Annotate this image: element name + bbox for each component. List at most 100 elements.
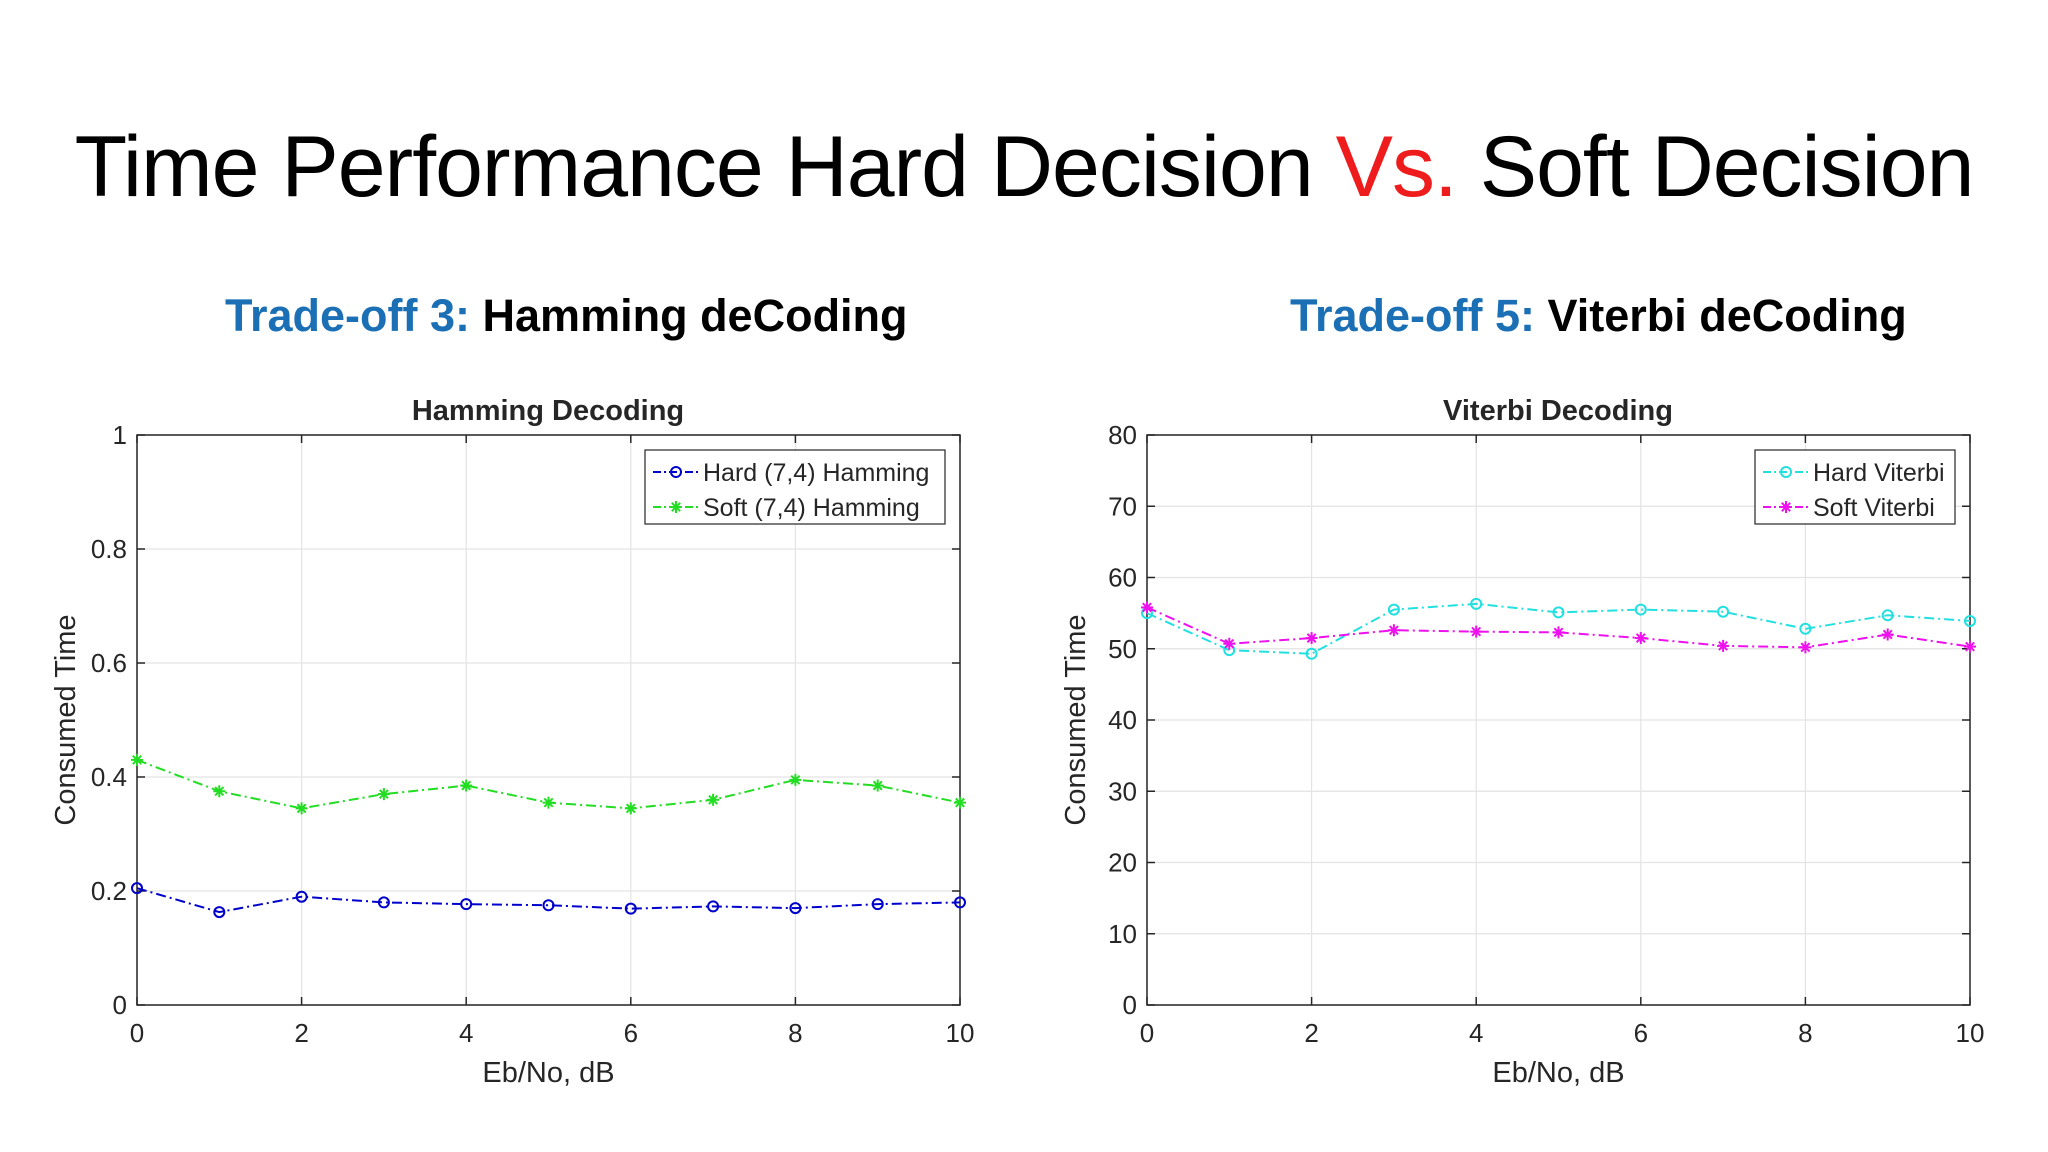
hamming-y-tick-label: 0.2 [91, 876, 127, 906]
hamming-legend [644, 449, 946, 525]
viterbi-series-1-line [1146, 606, 1971, 649]
hamming-x-axis-label: Eb/No, dB [482, 1057, 614, 1089]
viterbi-series-0-point [1964, 614, 1976, 627]
hamming-series-1-point [624, 802, 637, 815]
hamming-series-0-point [871, 898, 884, 911]
slide-title-part2: Soft Decision [1456, 119, 1975, 215]
viterbi-y-tick-label: 20 [1108, 848, 1137, 878]
viterbi-x-tick-label: 0 [1140, 1018, 1154, 1048]
viterbi-series-1-point [1799, 641, 1812, 654]
subtitle-viterbi: Trade-off 5: Viterbi deCoding [1290, 290, 1907, 342]
viterbi-series-1-point [1305, 632, 1318, 645]
hamming-x-tick-label: 0 [130, 1018, 144, 1048]
hamming-series-1-point [789, 773, 802, 786]
hamming-x-tick-label: 6 [624, 1018, 638, 1048]
viterbi-series-1-point [1552, 626, 1565, 639]
viterbi-legend [1754, 449, 1956, 525]
hamming-y-axis-label: Consumed Time [50, 614, 82, 825]
hamming-series-1-point [295, 802, 308, 815]
hamming-legend-marker [670, 501, 682, 513]
hamming-x-tick-label: 10 [946, 1018, 975, 1048]
hamming-series-1-point [707, 793, 720, 806]
viterbi-y-tick-label: 0 [1123, 990, 1137, 1020]
hamming-series-0-point [295, 890, 308, 903]
hamming-series-0-point [542, 899, 555, 912]
hamming-legend-label: Soft (7,4) Hamming [703, 494, 920, 522]
hamming-y-tick-label: 0.8 [91, 534, 127, 564]
viterbi-x-tick-label: 6 [1634, 1018, 1648, 1048]
viterbi-series-0-line [1146, 602, 1971, 655]
hamming-series-0-point [954, 896, 966, 909]
slide-title-part1: Time Performance Hard Decision [74, 119, 1336, 215]
viterbi-series-1-point [1881, 628, 1894, 641]
viterbi-legend-label: Hard Viterbi [1813, 459, 1945, 487]
hamming-series-1-point [377, 788, 390, 801]
viterbi-legend-label: Soft Viterbi [1813, 494, 1935, 522]
hamming-axes-box [136, 434, 961, 1006]
viterbi-y-tick-label: 50 [1108, 634, 1137, 664]
hamming-series-0-point [131, 882, 143, 895]
hamming-series-0-point [213, 906, 226, 919]
viterbi-series-1-point [1634, 632, 1647, 645]
hamming-series-1-point [954, 796, 966, 809]
hamming-x-tick-label: 2 [294, 1018, 308, 1048]
hamming-y-tick-label: 0.4 [91, 762, 127, 792]
viterbi-series-0-point [1799, 622, 1812, 635]
viterbi-series-1-point [1470, 625, 1483, 638]
viterbi-y-tick-label: 10 [1108, 919, 1137, 949]
viterbi-y-tick-label: 80 [1108, 420, 1137, 450]
hamming-series-0-point [707, 900, 720, 913]
viterbi-series-0-point [1470, 597, 1483, 610]
viterbi-series-1-point [1223, 637, 1236, 650]
hamming-decoding-chart: 0 2 4 6 8 10 0 0.2 0.4 0.6 0.8 1 Hamming Decoding Eb/… [50, 395, 1985, 1089]
subtitle-hamming-lead: Trade-off 3: [225, 290, 471, 341]
subtitle-viterbi-rest: Viterbi deCoding [1535, 290, 1907, 341]
viterbi-x-axis-label: Eb/No, dB [1492, 1057, 1624, 1089]
viterbi-x-tick-label: 10 [1956, 1018, 1985, 1048]
hamming-series-0-point [377, 896, 390, 909]
hamming-series-0-point [460, 898, 473, 911]
subtitle-hamming: Trade-off 3: Hamming deCoding [225, 290, 908, 342]
viterbi-y-tick-label: 60 [1108, 563, 1137, 593]
viterbi-x-tick-label: 2 [1304, 1018, 1318, 1048]
hamming-legend-label: Hard (7,4) Hamming [703, 459, 929, 487]
hamming-chart-title: Hamming Decoding [412, 395, 684, 427]
viterbi-y-tick-label: 70 [1108, 491, 1137, 521]
hamming-series-0-point [624, 902, 637, 915]
viterbi-y-axis-label: Consumed Time [1060, 614, 1092, 825]
viterbi-series-0-point [1634, 603, 1647, 616]
hamming-legend-marker [670, 466, 682, 478]
viterbi-y-tick-label: 40 [1108, 705, 1137, 735]
viterbi-chart-title: Viterbi Decoding [1443, 395, 1673, 427]
slide-title: Time Performance Hard Decision Vs. Soft … [0, 118, 2048, 217]
viterbi-series-0-point [1717, 605, 1730, 618]
hamming-series-0-point [789, 902, 802, 915]
hamming-y-tick-label: 0.6 [91, 648, 127, 678]
hamming-series-1-point [213, 785, 226, 798]
hamming-series-1-point [460, 779, 473, 792]
hamming-x-tick-label: 4 [459, 1018, 473, 1048]
viterbi-series-1-point [1717, 639, 1730, 652]
viterbi-series-0-point [1881, 609, 1894, 622]
viterbi-x-tick-label: 8 [1798, 1018, 1812, 1048]
hamming-series-1-point [542, 796, 555, 809]
slide-title-vs: Vs. [1335, 119, 1458, 215]
viterbi-series-0-point [1305, 647, 1318, 660]
hamming-y-tick-label: 0 [113, 990, 127, 1020]
hamming-y-tick-label: 1 [113, 420, 127, 450]
subtitle-hamming-rest: Hamming deCoding [470, 290, 908, 341]
viterbi-series-0-point [1387, 603, 1400, 616]
hamming-series-1-point [131, 753, 143, 766]
viterbi-y-tick-label: 30 [1108, 776, 1137, 806]
hamming-x-tick-label: 8 [788, 1018, 802, 1048]
viterbi-series-1-point [1141, 601, 1153, 614]
hamming-series-1-point [871, 779, 884, 792]
hamming-series-0-line [136, 887, 961, 914]
viterbi-series-1-point [1387, 624, 1400, 637]
viterbi-x-tick-label: 4 [1469, 1018, 1483, 1048]
viterbi-legend-marker [1780, 466, 1792, 478]
viterbi-legend-marker [1780, 501, 1792, 513]
subtitle-viterbi-lead: Trade-off 5: [1290, 290, 1536, 341]
viterbi-series-1-point [1964, 640, 1976, 653]
viterbi-series-0-point [1552, 606, 1565, 619]
